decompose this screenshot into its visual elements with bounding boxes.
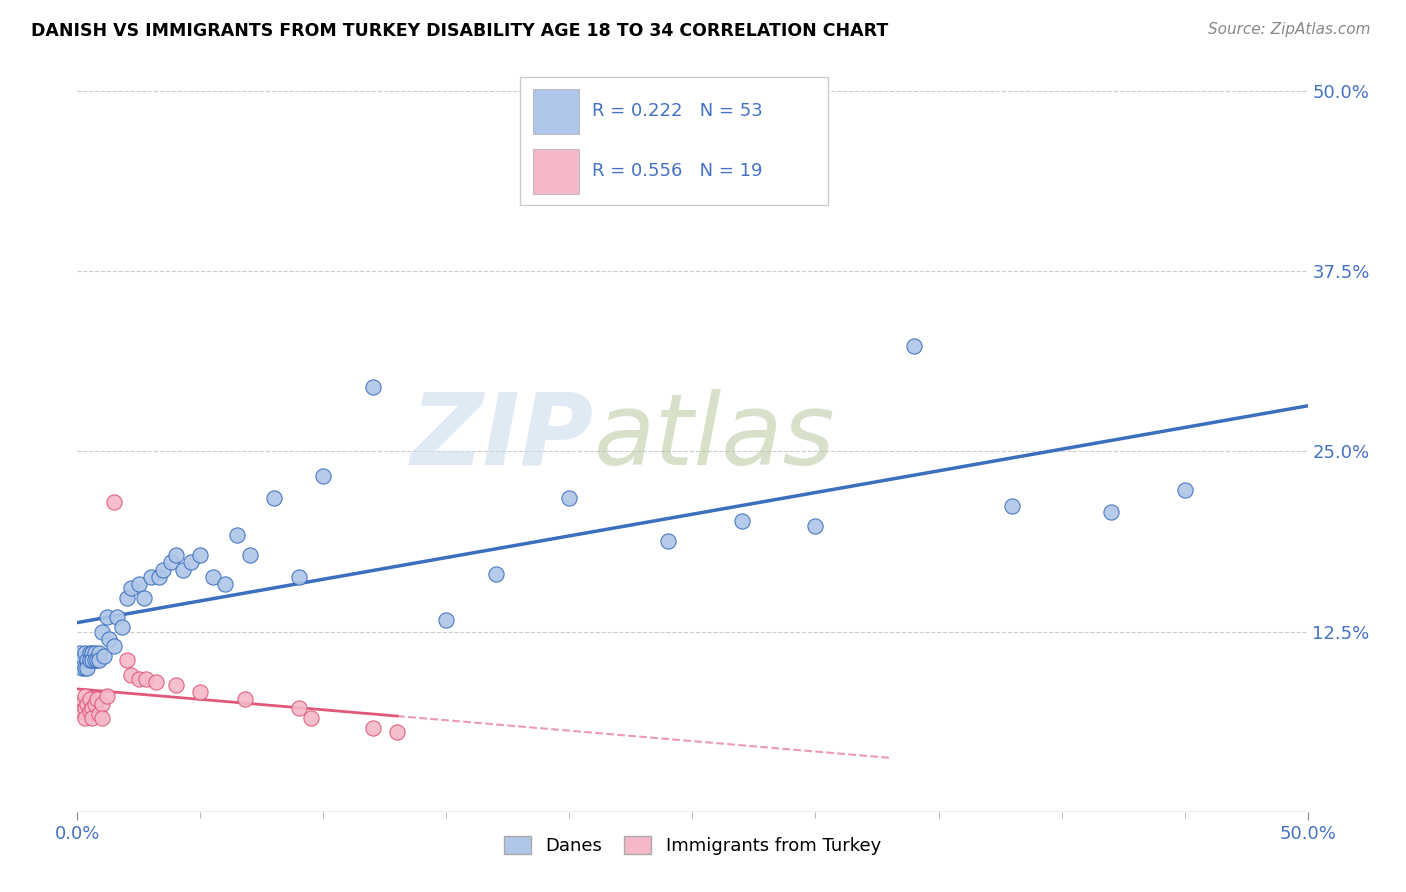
Legend: Danes, Immigrants from Turkey: Danes, Immigrants from Turkey (503, 836, 882, 855)
Point (90, 697, 114, 711)
Point (73, 646, 96, 660)
Point (83, 646, 105, 660)
Point (145, 675, 167, 690)
Point (70, 704, 93, 718)
Point (76, 697, 98, 711)
Point (73, 701, 96, 715)
Point (89, 646, 111, 660)
Point (239, 548, 262, 562)
Bar (533, 149, 579, 194)
Point (152, 563, 174, 577)
Point (1001, 500, 1024, 514)
Point (73, 711, 96, 725)
Point (361, 721, 384, 735)
Point (233, 692, 256, 706)
Point (288, 701, 311, 715)
Point (93, 649, 115, 664)
Point (70, 697, 93, 711)
Point (79, 704, 101, 718)
Text: R = 0.222   N = 53: R = 0.222 N = 53 (592, 103, 762, 120)
Point (98, 632, 121, 646)
Point (288, 570, 311, 584)
Text: atlas: atlas (595, 389, 835, 485)
Text: DANISH VS IMMIGRANTS FROM TURKEY DISABILITY AGE 18 TO 34 CORRELATION CHART: DANISH VS IMMIGRANTS FROM TURKEY DISABIL… (31, 22, 889, 40)
Text: Source: ZipAtlas.com: Source: ZipAtlas.com (1208, 22, 1371, 37)
Point (148, 570, 170, 584)
Point (83, 697, 105, 711)
Point (188, 685, 212, 699)
Point (132, 591, 155, 606)
Point (111, 620, 132, 634)
Point (214, 577, 236, 591)
Bar (533, 88, 579, 134)
Point (70, 653, 93, 667)
Point (165, 548, 187, 562)
Point (226, 528, 249, 542)
Point (141, 570, 163, 584)
Point (70, 660, 93, 674)
Point (160, 556, 183, 570)
Point (79, 692, 101, 706)
Point (90, 711, 114, 725)
Point (73, 660, 96, 674)
Point (82, 653, 104, 667)
Point (79, 653, 101, 667)
Point (385, 725, 409, 739)
Point (312, 469, 335, 483)
Point (96, 610, 118, 624)
Point (558, 491, 581, 505)
Point (121, 668, 143, 682)
Point (128, 577, 150, 591)
Point (103, 639, 125, 653)
Point (172, 563, 194, 577)
Point (263, 491, 285, 505)
Point (135, 672, 157, 686)
Point (180, 556, 202, 570)
Point (128, 672, 150, 686)
Point (79, 646, 101, 660)
Point (86, 653, 108, 667)
Text: ZIP: ZIP (411, 389, 595, 485)
Point (436, 613, 458, 627)
Point (103, 495, 125, 509)
Point (121, 582, 143, 596)
Point (657, 533, 679, 548)
Point (105, 610, 128, 624)
Point (69, 646, 91, 660)
Point (201, 570, 224, 584)
FancyBboxPatch shape (520, 78, 828, 205)
Point (115, 591, 138, 606)
Point (82, 711, 104, 725)
Point (115, 653, 138, 667)
Point (90, 624, 114, 639)
Point (76, 660, 98, 674)
Point (83, 653, 105, 667)
Point (1099, 505, 1122, 519)
Point (86, 692, 108, 706)
Point (485, 566, 508, 581)
Point (89, 653, 111, 667)
Point (361, 379, 384, 393)
Point (731, 514, 754, 528)
Point (89, 706, 111, 721)
Point (82, 701, 104, 715)
Point (804, 519, 827, 533)
Point (903, 339, 925, 353)
Point (73, 690, 96, 704)
Point (1174, 483, 1197, 498)
Point (165, 678, 187, 692)
Point (188, 548, 212, 562)
Point (299, 711, 322, 725)
Point (82, 646, 104, 660)
Point (96, 690, 118, 704)
Point (76, 653, 98, 667)
Text: R = 0.556   N = 19: R = 0.556 N = 19 (592, 162, 762, 180)
